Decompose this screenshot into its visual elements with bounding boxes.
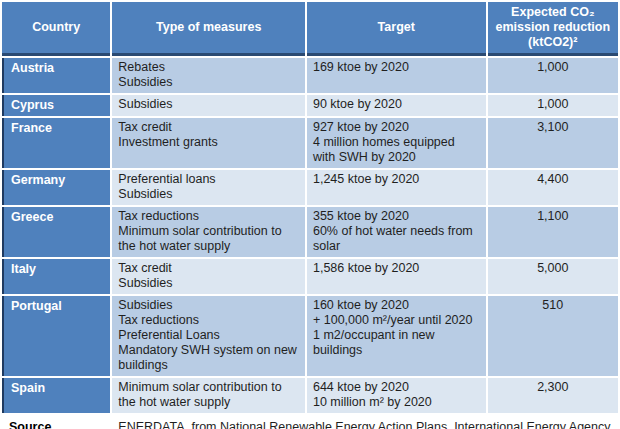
measures-cell: Subsidies: [112, 95, 305, 116]
target-cell: 1,245 ktoe by 2020: [307, 170, 486, 205]
table-row: Austria RebatesSubsidies 169 ktoe by 202…: [2, 58, 618, 93]
target-cell: 1,586 ktoe by 2020: [307, 259, 486, 294]
target-cell: 90 ktoe by 2020: [307, 95, 486, 116]
measures-cell: Preferential loansSubsidies: [112, 170, 305, 205]
country-cell: Spain: [2, 378, 110, 413]
column-header-measures: Type of measures: [112, 2, 305, 56]
reduction-cell: 1,000: [488, 95, 618, 116]
measures-cell: Tax creditInvestment grants: [112, 118, 305, 168]
country-cell: Austria: [2, 58, 110, 93]
table-row: Portugal SubsidiesTax reductionsPreferen…: [2, 296, 618, 376]
target-cell: 355 ktoe by 202060% of hot water needs f…: [307, 207, 486, 257]
country-cell: Greece: [2, 207, 110, 257]
table-row: Cyprus Subsidies 90 ktoe by 2020 1,000: [2, 95, 618, 116]
source-row: Source ENERDATA, from National Renewable…: [2, 415, 618, 429]
reduction-cell: 510: [488, 296, 618, 376]
header-row: Country Type of measures Target Expected…: [2, 2, 618, 56]
target-cell: 644 ktoe by 202010 million m² by 2020: [307, 378, 486, 413]
column-header-country: Country: [2, 2, 110, 56]
target-cell: 927 ktoe by 20204 million homes equipped…: [307, 118, 486, 168]
reduction-cell: 1,000: [488, 58, 618, 93]
page: Country Type of measures Target Expected…: [0, 0, 620, 429]
country-cell: France: [2, 118, 110, 168]
column-header-reduction: Expected CO₂ emission reduction (ktCO2)²: [488, 2, 618, 56]
reduction-cell: 2,300: [488, 378, 618, 413]
reduction-cell: 1,100: [488, 207, 618, 257]
measures-cell: Tax reductionsMinimum solar contribution…: [112, 207, 305, 257]
table-row: Spain Minimum solar contribution to the …: [2, 378, 618, 413]
country-cell: Germany: [2, 170, 110, 205]
country-cell: Cyprus: [2, 95, 110, 116]
table-row: Germany Preferential loansSubsidies 1,24…: [2, 170, 618, 205]
measures-cell: Minimum solar contribution to the hot wa…: [112, 378, 305, 413]
table-row: Greece Tax reductionsMinimum solar contr…: [2, 207, 618, 257]
reduction-cell: 4,400: [488, 170, 618, 205]
column-header-target: Target: [307, 2, 486, 56]
measures-cell: SubsidiesTax reductionsPreferential Loan…: [112, 296, 305, 376]
table-row: Italy Tax creditSubsidies 1,586 ktoe by …: [2, 259, 618, 294]
reduction-cell: 3,100: [488, 118, 618, 168]
target-cell: 160 ktoe by 2020+ 100,000 m²/year until …: [307, 296, 486, 376]
reduction-cell: 5,000: [488, 259, 618, 294]
solar-measures-table: Country Type of measures Target Expected…: [0, 0, 620, 429]
table-row: France Tax creditInvestment grants 927 k…: [2, 118, 618, 168]
measures-cell: Tax creditSubsidies: [112, 259, 305, 294]
country-cell: Italy: [2, 259, 110, 294]
measures-cell: RebatesSubsidies: [112, 58, 305, 93]
source-label: Source: [2, 415, 110, 429]
source-text: ENERDATA, from National Renewable Energy…: [112, 415, 618, 429]
target-cell: 169 ktoe by 2020: [307, 58, 486, 93]
country-cell: Portugal: [2, 296, 110, 376]
